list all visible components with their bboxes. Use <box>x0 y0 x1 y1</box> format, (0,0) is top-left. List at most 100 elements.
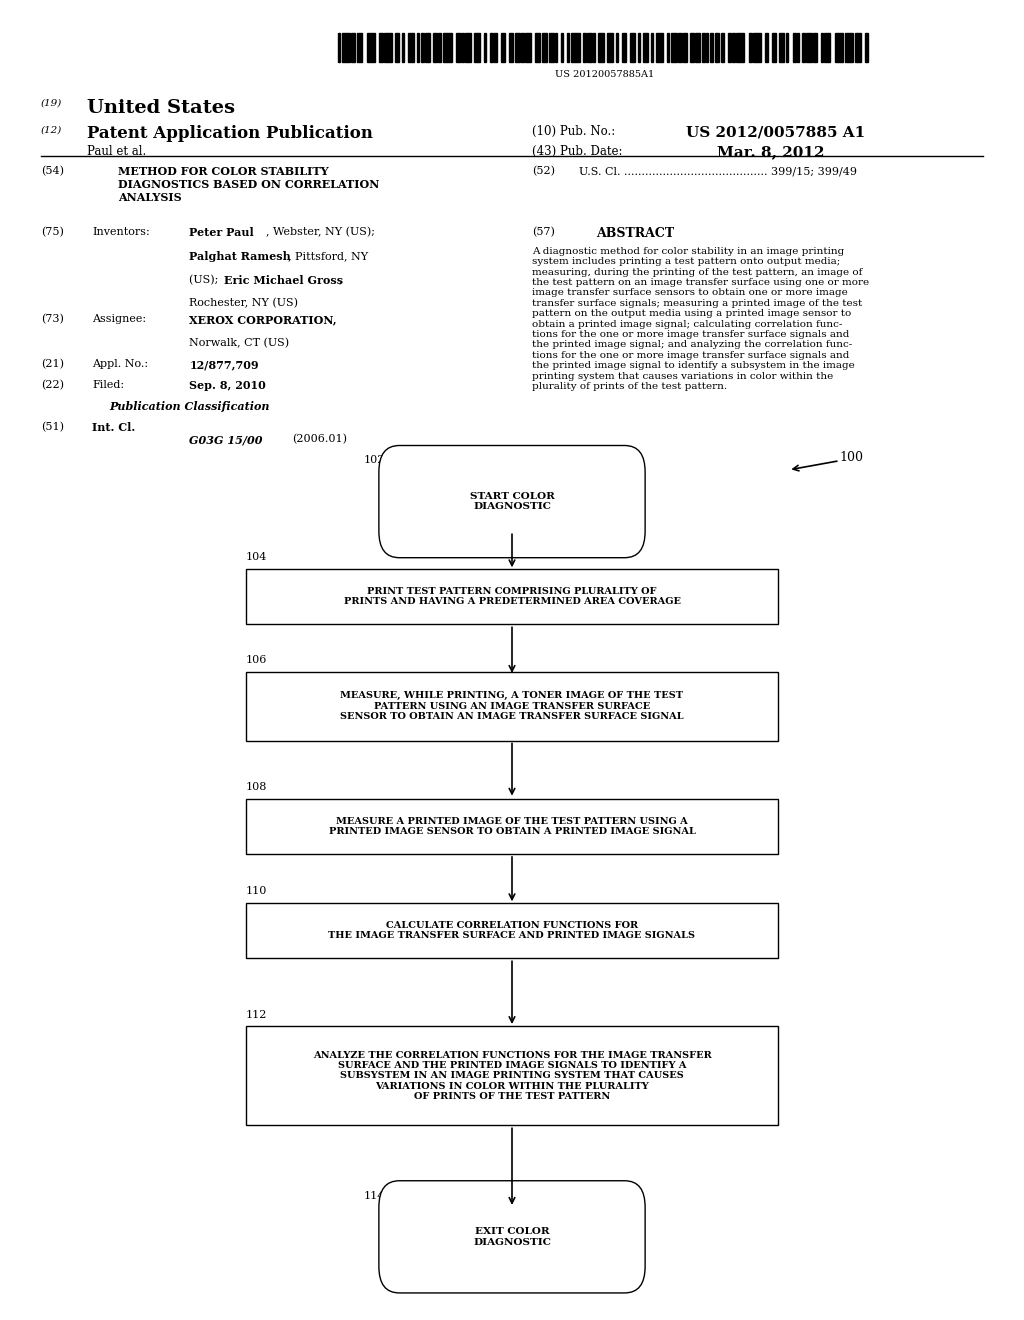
Bar <box>736 33 744 62</box>
Bar <box>749 33 752 62</box>
Text: Inventors:: Inventors: <box>92 227 150 238</box>
Text: (73): (73) <box>41 314 63 325</box>
Bar <box>772 33 776 62</box>
Bar <box>593 33 595 62</box>
Bar <box>433 33 437 62</box>
Bar <box>678 33 682 62</box>
Bar <box>509 33 513 62</box>
Text: MEASURE A PRINTED IMAGE OF THE TEST PATTERN USING A
PRINTED IMAGE SENSOR TO OBTA: MEASURE A PRINTED IMAGE OF THE TEST PATT… <box>329 817 695 836</box>
Bar <box>667 33 669 62</box>
Bar <box>702 33 705 62</box>
Text: (54): (54) <box>41 166 63 177</box>
Text: United States: United States <box>87 99 236 117</box>
Text: Appl. No.:: Appl. No.: <box>92 359 148 370</box>
Bar <box>535 33 540 62</box>
Text: G03G 15/00: G03G 15/00 <box>189 434 263 445</box>
Text: (US);: (US); <box>189 275 222 285</box>
Text: (22): (22) <box>41 380 63 391</box>
Bar <box>246 903 778 958</box>
Bar <box>555 33 557 62</box>
Text: START COLOR
DIAGNOSTIC: START COLOR DIAGNOSTIC <box>470 492 554 511</box>
Text: ANALYZE THE CORRELATION FUNCTIONS FOR THE IMAGE TRANSFER
SURFACE AND THE PRINTED: ANALYZE THE CORRELATION FUNCTIONS FOR TH… <box>312 1051 712 1101</box>
Text: ,: , <box>339 275 342 285</box>
Bar <box>622 33 626 62</box>
Text: (75): (75) <box>41 227 63 238</box>
Bar <box>425 33 430 62</box>
Bar <box>379 33 383 62</box>
Bar <box>549 33 554 62</box>
Text: METHOD FOR COLOR STABILITY
DIAGNOSTICS BASED ON CORRELATION
ANALYSIS: METHOD FOR COLOR STABILITY DIAGNOSTICS B… <box>118 166 379 203</box>
Text: 110: 110 <box>246 886 267 896</box>
Bar <box>367 33 375 62</box>
Bar <box>395 33 399 62</box>
Bar <box>643 33 648 62</box>
Bar <box>246 569 778 624</box>
Bar <box>246 672 778 741</box>
Text: (10) Pub. No.:: (10) Pub. No.: <box>532 125 615 139</box>
Bar <box>671 33 677 62</box>
Bar <box>824 33 830 62</box>
Bar <box>384 33 392 62</box>
Bar <box>583 33 586 62</box>
Bar <box>690 33 694 62</box>
Bar <box>835 33 843 62</box>
Bar <box>567 33 569 62</box>
Bar <box>865 33 868 62</box>
Bar <box>521 33 524 62</box>
Bar <box>542 33 547 62</box>
Bar <box>802 33 805 62</box>
Text: Publication Classification: Publication Classification <box>110 401 269 412</box>
Text: Palghat Ramesh: Palghat Ramesh <box>189 251 291 261</box>
Bar <box>417 33 419 62</box>
Bar <box>821 33 823 62</box>
Text: A diagnostic method for color stability in an image printing
system includes pri: A diagnostic method for color stability … <box>532 247 869 391</box>
Bar <box>456 33 461 62</box>
Bar <box>813 33 817 62</box>
Text: 106: 106 <box>246 655 267 665</box>
Text: , Pittsford, NY: , Pittsford, NY <box>288 251 368 261</box>
Text: Mar. 8, 2012: Mar. 8, 2012 <box>717 145 824 160</box>
Bar <box>710 33 713 62</box>
Text: (52): (52) <box>532 166 555 177</box>
Text: ABSTRACT: ABSTRACT <box>596 227 674 240</box>
Bar <box>342 33 350 62</box>
Text: (12): (12) <box>41 125 62 135</box>
Bar <box>683 33 687 62</box>
Bar <box>607 33 613 62</box>
Bar <box>501 33 505 62</box>
Bar <box>638 33 640 62</box>
Bar <box>515 33 520 62</box>
Bar <box>728 33 731 62</box>
Text: MEASURE, WHILE PRINTING, A TONER IMAGE OF THE TEST
PATTERN USING AN IMAGE TRANSF: MEASURE, WHILE PRINTING, A TONER IMAGE O… <box>340 692 684 721</box>
Bar <box>474 33 480 62</box>
Text: (51): (51) <box>41 422 63 433</box>
Text: US 2012/0057885 A1: US 2012/0057885 A1 <box>686 125 865 140</box>
Text: , Webster, NY (US);: , Webster, NY (US); <box>266 227 375 238</box>
FancyBboxPatch shape <box>379 1180 645 1294</box>
Text: Sep. 8, 2010: Sep. 8, 2010 <box>189 380 266 391</box>
Text: 12/877,709: 12/877,709 <box>189 359 259 370</box>
Bar <box>656 33 663 62</box>
Bar <box>793 33 796 62</box>
Bar <box>571 33 580 62</box>
Bar <box>732 33 735 62</box>
FancyBboxPatch shape <box>379 446 645 557</box>
Text: U.S. Cl. ......................................... 399/15; 399/49: U.S. Cl. ...............................… <box>579 166 856 177</box>
Bar <box>765 33 768 62</box>
Text: Norwalk, CT (US): Norwalk, CT (US) <box>189 338 290 348</box>
Bar <box>630 33 635 62</box>
Text: 100: 100 <box>840 451 863 465</box>
Text: PRINT TEST PATTERN COMPRISING PLURALITY OF
PRINTS AND HAVING A PREDETERMINED ARE: PRINT TEST PATTERN COMPRISING PLURALITY … <box>343 587 681 606</box>
Bar <box>351 33 355 62</box>
Bar <box>616 33 618 62</box>
Text: CALCULATE CORRELATION FUNCTIONS FOR
THE IMAGE TRANSFER SURFACE AND PRINTED IMAGE: CALCULATE CORRELATION FUNCTIONS FOR THE … <box>329 921 695 940</box>
Text: XEROX CORPORATION,: XEROX CORPORATION, <box>189 314 337 325</box>
Bar <box>462 33 464 62</box>
Text: Peter Paul: Peter Paul <box>189 227 254 238</box>
Bar <box>246 1027 778 1125</box>
Text: (57): (57) <box>532 227 555 238</box>
Bar <box>561 33 563 62</box>
Bar <box>651 33 653 62</box>
Text: 114: 114 <box>364 1191 385 1201</box>
Bar <box>715 33 719 62</box>
